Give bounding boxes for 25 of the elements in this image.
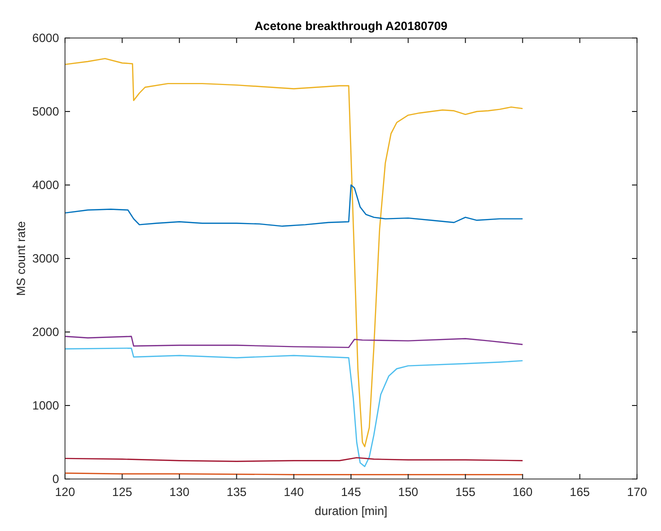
- y-axis-title: MS count rate: [14, 220, 28, 296]
- x-tick-label: 135: [226, 485, 247, 499]
- y-tick-label: 2000: [32, 325, 60, 340]
- y-tick-label: 3000: [32, 252, 60, 266]
- y-tick-label: 1000: [32, 398, 60, 413]
- y-tick-label: 6000: [32, 31, 60, 46]
- x-tick-label: 130: [169, 485, 190, 499]
- x-tick-label: 165: [570, 485, 590, 499]
- x-tick-label: 170: [626, 485, 648, 499]
- x-tick-label: 150: [398, 485, 419, 499]
- x-tick-label: 160: [512, 485, 533, 499]
- line-series: [64, 184, 524, 227]
- y-tick-label: 4000: [32, 178, 60, 192]
- x-tick-label: 155: [455, 485, 476, 499]
- line-series: [64, 336, 524, 348]
- x-tick-label: 125: [112, 485, 133, 499]
- line-series: [64, 348, 524, 468]
- x-tick-label: 145: [340, 485, 362, 499]
- y-tick-label: 0: [52, 472, 60, 486]
- x-axis-title: duration [min]: [314, 504, 388, 518]
- chart-title: Acetone breakthrough A20180709: [254, 19, 448, 33]
- x-tick-label: 140: [284, 485, 304, 499]
- line-series: [64, 58, 524, 448]
- x-tick-label: 120: [54, 485, 76, 499]
- y-tick-label: 5000: [32, 104, 60, 119]
